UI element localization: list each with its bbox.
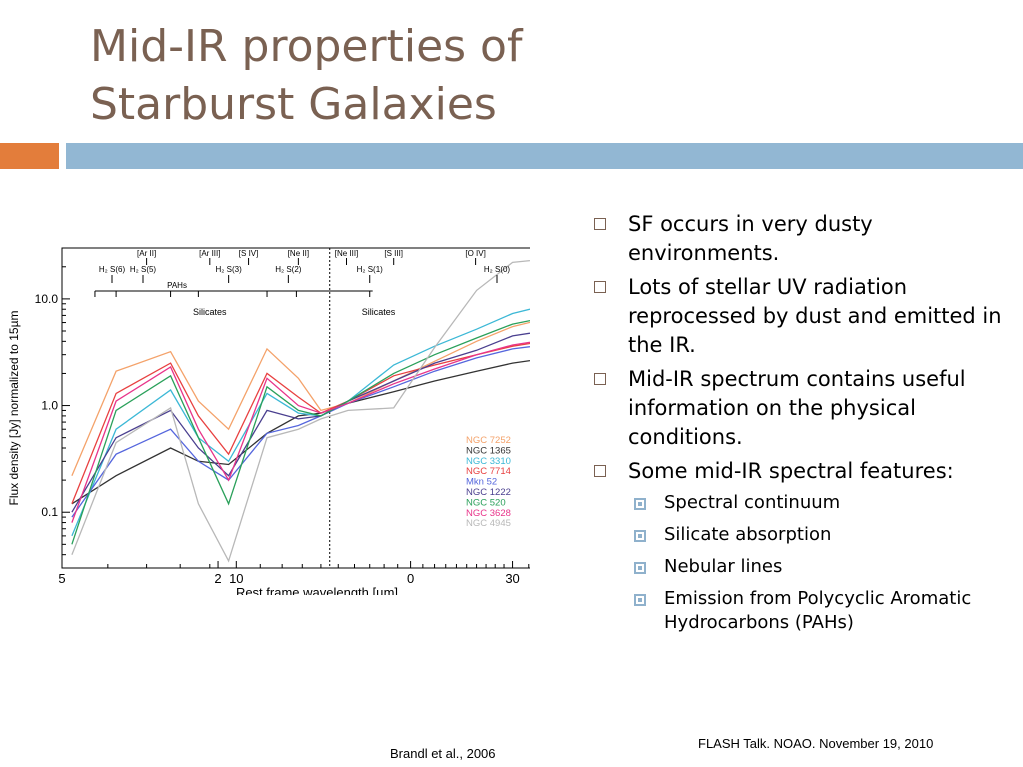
sub-bullet-item: Spectral continuum bbox=[592, 491, 1012, 515]
legend-entry: Mkn 52 bbox=[466, 477, 497, 488]
y-tick-label: 0.1 bbox=[41, 505, 58, 519]
legend-entry: NGC 3628 bbox=[466, 508, 511, 519]
bullet-item: Some mid-IR spectral features: bbox=[592, 457, 1012, 486]
bullet-text: Spectral continuum bbox=[664, 492, 841, 513]
feature-label: [O IV] bbox=[465, 249, 485, 258]
accent-bar-orange bbox=[0, 143, 59, 169]
bullet-text: Emission from Polycyclic Aromatic Hydroc… bbox=[664, 588, 972, 633]
sub-bullet-item: Nebular lines bbox=[592, 555, 1012, 579]
citation: Brandl et al., 2006 bbox=[390, 746, 496, 761]
bullet-text: SF occurs in very dusty environments. bbox=[628, 212, 873, 265]
silicates-label: Silicates bbox=[193, 307, 227, 317]
footer-text: FLASH Talk. NOAO. November 19, 2010 bbox=[698, 736, 934, 751]
bullet-item: Mid-IR spectrum contains useful informat… bbox=[592, 365, 1012, 452]
y-axis-label: Flux density [Jy] normalized to 15µm bbox=[7, 311, 21, 506]
feature-label: [S III] bbox=[384, 249, 403, 258]
series-line bbox=[71, 346, 530, 518]
x-tick-label: 30 bbox=[505, 571, 519, 586]
feature-label: [Ar III] bbox=[199, 249, 220, 258]
y-tick-label: 1.0 bbox=[41, 399, 58, 413]
sub-bullet-item: Silicate absorption bbox=[592, 523, 1012, 547]
legend-entry: NGC 1222 bbox=[466, 487, 511, 498]
spectra-chart: 10.0 1.0 0.1 5 2 10 0 30 Rest frame wavelength [… bbox=[7, 247, 530, 595]
bullet-marker-icon bbox=[594, 373, 606, 385]
pah-label: PAHs bbox=[167, 281, 187, 290]
h2-label: H₂ S(2) bbox=[275, 265, 302, 274]
bullet-item: Lots of stellar UV radiation reprocessed… bbox=[592, 273, 1012, 360]
title-line-1: Mid-IR properties of bbox=[90, 21, 523, 72]
accent-bar-blue bbox=[66, 143, 1023, 169]
bullet-text: Lots of stellar UV radiation reprocessed… bbox=[628, 275, 1002, 357]
series-line bbox=[71, 308, 530, 537]
feature-label: [Ne II] bbox=[288, 249, 309, 258]
h2-label: H₂ S(1) bbox=[357, 265, 384, 274]
bullet-item: SF occurs in very dusty environments. bbox=[592, 210, 1012, 268]
h2-label: H₂ S(3) bbox=[216, 265, 243, 274]
y-tick-label: 10.0 bbox=[35, 292, 59, 306]
bullet-text: Nebular lines bbox=[664, 556, 783, 577]
x-tick-label: 10 bbox=[229, 571, 243, 586]
bullet-marker-icon bbox=[594, 218, 606, 230]
series-line bbox=[71, 332, 530, 513]
bullet-text: Silicate absorption bbox=[664, 524, 832, 545]
h2-label: H₂ S(0) bbox=[484, 265, 511, 274]
bullet-marker-icon bbox=[634, 562, 646, 574]
series-line bbox=[71, 259, 530, 563]
series-line bbox=[71, 341, 530, 523]
bullet-text: Mid-IR spectrum contains useful informat… bbox=[628, 367, 966, 449]
legend-entry: NGC 3310 bbox=[466, 456, 511, 467]
plot-area bbox=[61, 247, 530, 569]
h2-label: H₂ S(6) bbox=[99, 265, 126, 274]
bullet-marker-icon bbox=[634, 530, 646, 542]
h2-label: H₂ S(5) bbox=[130, 265, 157, 274]
x-tick-label: 0 bbox=[407, 571, 414, 586]
legend-entry: NGC 4945 bbox=[466, 518, 511, 529]
x-tick-label: 2 bbox=[214, 571, 221, 586]
series-line bbox=[71, 321, 530, 476]
slide-title: Mid-IR properties of Starburst Galaxies bbox=[90, 18, 522, 134]
sub-bullet-item: Emission from Polycyclic Aromatic Hydroc… bbox=[592, 587, 1012, 635]
series-line bbox=[71, 319, 530, 545]
legend-entry: NGC 7252 bbox=[466, 435, 511, 446]
legend-entry: NGC 1365 bbox=[466, 445, 511, 456]
x-tick-label: 5 bbox=[58, 571, 65, 586]
legend-entry: NGC 7714 bbox=[466, 466, 511, 477]
bullet-marker-icon bbox=[634, 594, 646, 606]
bullet-text: Some mid-IR spectral features: bbox=[628, 459, 954, 483]
bullet-marker-icon bbox=[594, 465, 606, 477]
silicates-label: Silicates bbox=[362, 307, 396, 317]
x-axis-label: Rest frame wavelength [µm] bbox=[236, 585, 398, 595]
bullet-list: SF occurs in very dusty environments. Lot… bbox=[592, 210, 1012, 643]
bullet-marker-icon bbox=[594, 281, 606, 293]
title-line-2: Starburst Galaxies bbox=[90, 79, 497, 130]
feature-label: [Ne III] bbox=[335, 249, 359, 258]
bullet-marker-icon bbox=[634, 498, 646, 510]
series-line bbox=[71, 359, 530, 505]
legend-entry: NGC 520 bbox=[466, 497, 506, 508]
feature-label: [S IV] bbox=[239, 249, 259, 258]
feature-label: [Ar II] bbox=[137, 249, 156, 258]
